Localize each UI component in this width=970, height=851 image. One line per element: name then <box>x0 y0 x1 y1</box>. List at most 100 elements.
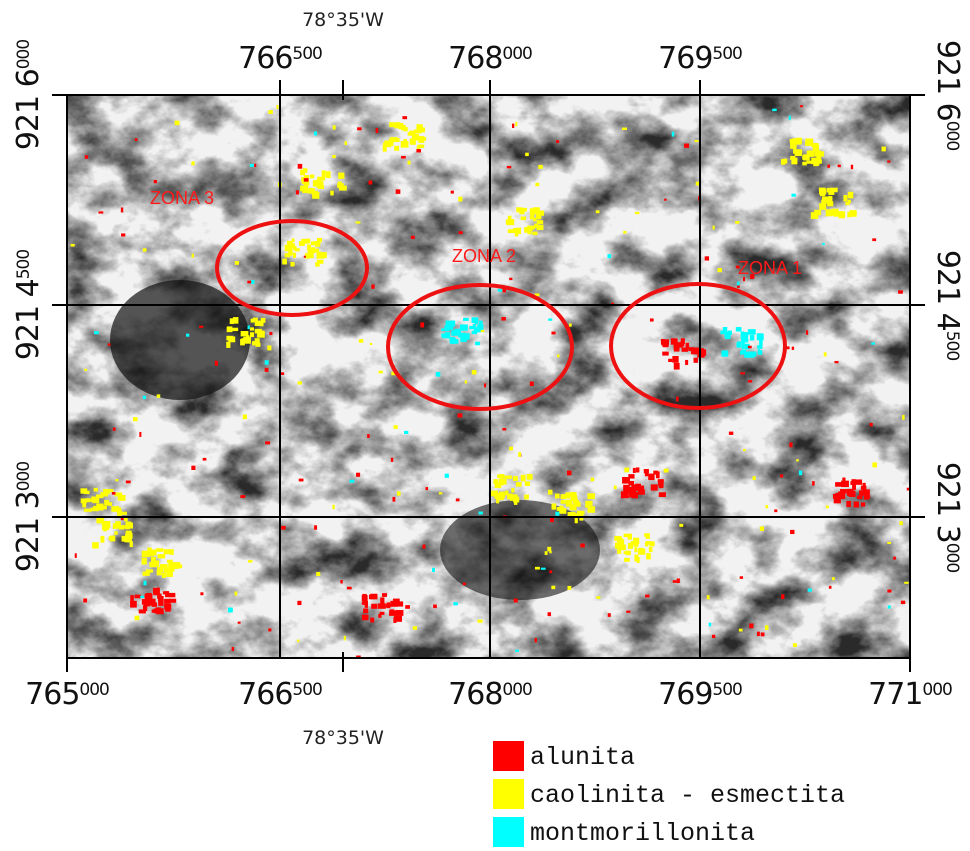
mineral-pixel <box>505 476 512 479</box>
coordinate-label: 921 6000 <box>11 40 46 151</box>
mineral-pixel <box>143 581 146 586</box>
mineral-pixel <box>674 363 680 370</box>
mineral-pixel <box>515 650 519 652</box>
mineral-pixel <box>814 210 821 216</box>
mineral-pixel <box>432 568 435 572</box>
mineral-pixel <box>515 122 517 127</box>
mineral-pixel <box>904 582 909 584</box>
mineral-pixel <box>525 481 530 486</box>
mineral-pixel <box>509 447 513 451</box>
mineral-pixel <box>453 602 458 605</box>
mineral-pixel <box>887 161 890 163</box>
mineral-pixel <box>834 361 838 363</box>
coordinate-main: 771 <box>868 677 922 712</box>
mineral-pixel <box>622 128 627 131</box>
mineral-pixel <box>838 165 841 168</box>
mineral-pixel <box>677 578 680 583</box>
mineral-pixel <box>370 343 372 345</box>
mineral-pixel <box>549 551 551 554</box>
mineral-pixel <box>330 191 333 196</box>
mineral-pixel <box>135 595 141 599</box>
mineral-pixel <box>394 124 398 128</box>
mineral-pixel <box>535 183 539 186</box>
mineral-pixel <box>882 147 886 152</box>
mineral-pixel <box>158 554 166 558</box>
mineral-pixel <box>634 547 637 552</box>
mineral-pixel <box>92 542 99 548</box>
mineral-pixel <box>413 626 417 630</box>
mineral-pixel <box>819 188 826 191</box>
mineral-pixel <box>394 616 402 622</box>
mineral-pixel <box>235 591 238 595</box>
mineral-pixel <box>393 599 400 604</box>
mineral-pixel <box>570 492 577 497</box>
mineral-pixel <box>394 146 399 151</box>
coordinate-sup: 500 <box>14 250 34 280</box>
mineral-pixel <box>792 347 794 350</box>
mineral-pixel <box>130 595 134 601</box>
mineral-pixel <box>157 394 161 397</box>
mineral-pixel <box>588 506 595 513</box>
mineral-pixel <box>845 202 849 205</box>
mineral-pixel <box>673 580 677 583</box>
mineral-pixel <box>254 164 256 167</box>
mineral-pixel <box>96 494 103 498</box>
mineral-pixel <box>158 600 163 606</box>
coordinate-label: 766500 <box>238 41 322 76</box>
mineral-pixel <box>458 197 462 202</box>
coordinate-sup: 500 <box>292 680 322 700</box>
mineral-pixel <box>870 423 873 427</box>
mineral-pixel <box>887 590 891 593</box>
mineral-pixel <box>525 153 529 156</box>
mineral-pixel <box>748 346 752 349</box>
mineral-pixel <box>344 636 346 641</box>
legend-label: montmorillonita <box>530 819 755 848</box>
mineral-pixel <box>104 500 109 505</box>
mineral-pixel <box>808 588 812 591</box>
mineral-pixel <box>402 116 407 119</box>
mineral-pixel <box>449 337 455 341</box>
mineral-pixel <box>169 593 175 597</box>
mineral-pixel <box>451 330 458 335</box>
mineral-pixel <box>293 246 296 250</box>
mineral-pixel <box>761 632 765 636</box>
mineral-pixel <box>790 530 794 534</box>
mineral-pixel <box>84 491 90 494</box>
mineral-pixel <box>789 442 792 447</box>
mineral-pixel <box>626 611 630 613</box>
mineral-pixel <box>843 195 847 202</box>
mineral-pixel <box>812 481 815 485</box>
mineral-pixel <box>333 125 336 129</box>
mineral-pixel <box>765 625 768 630</box>
mineral-pixel <box>459 231 463 234</box>
mineral-pixel <box>723 327 727 333</box>
coordinate-label: 771000 <box>868 677 952 712</box>
mineral-pixel <box>478 512 482 515</box>
mineral-pixel <box>571 505 576 511</box>
mineral-pixel <box>230 318 234 324</box>
mineral-pixel <box>367 434 370 438</box>
mineral-pixel <box>899 521 902 525</box>
mineral-pixel <box>709 623 712 627</box>
mineral-pixel <box>390 137 396 141</box>
mineral-pixel <box>753 476 756 480</box>
coordinate-sup: 500 <box>712 44 742 64</box>
mineral-pixel <box>758 349 760 354</box>
mineral-pixel <box>250 332 254 337</box>
mineral-pixel <box>445 474 449 478</box>
mineral-pixel <box>559 508 566 514</box>
mineral-pixel <box>614 536 621 541</box>
mineral-pixel <box>411 236 415 239</box>
mineral-pixel <box>846 501 851 507</box>
mineral-pixel <box>513 497 519 503</box>
mineral-pixel <box>419 127 425 132</box>
mineral-pixel <box>854 502 859 508</box>
mineral-pixel <box>656 471 660 478</box>
mineral-pixel <box>139 432 141 437</box>
mineral-pixel <box>389 122 394 127</box>
coordinate-main: 921 3 <box>11 491 46 572</box>
mineral-pixel <box>499 474 503 478</box>
mineral-pixel <box>662 352 669 356</box>
mineral-pixel <box>676 397 678 402</box>
mineral-pixel <box>547 547 551 551</box>
